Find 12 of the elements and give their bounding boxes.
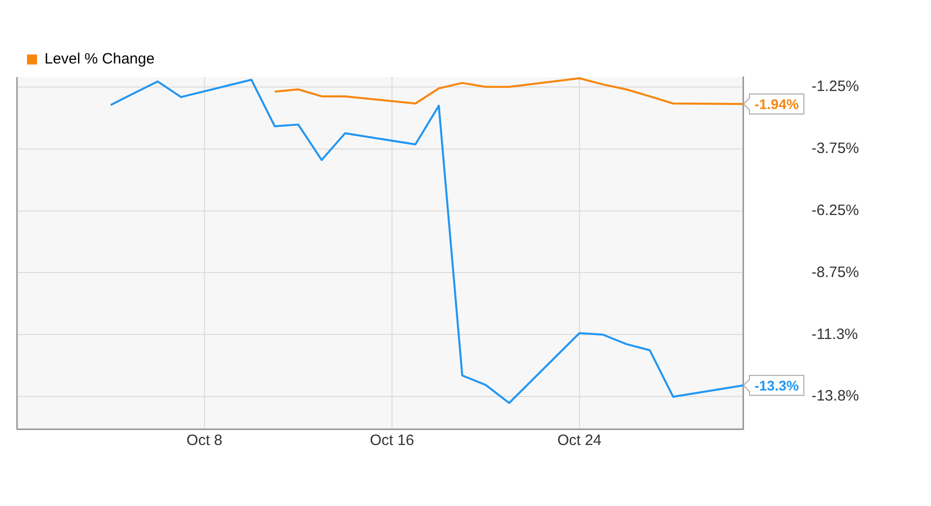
data-label: -13.3%: [754, 377, 800, 394]
y-tick-label: -11.3%: [811, 326, 858, 343]
y-tick-label: -1.25%: [811, 78, 860, 96]
y-tick-label: -3.75%: [811, 140, 860, 157]
x-tick-label: Oct 8: [186, 432, 222, 450]
x-tick-label: Oct 24: [557, 432, 602, 450]
data-label: -1.94%: [754, 96, 800, 112]
y-tick-label: -8.75%: [811, 264, 860, 281]
y-tick-label: -13.8%: [811, 388, 860, 405]
x-tick-label: Oct 16: [370, 432, 414, 450]
legend-label: Level % Change: [44, 50, 155, 68]
y-tick-label: -6.25%: [811, 202, 860, 219]
